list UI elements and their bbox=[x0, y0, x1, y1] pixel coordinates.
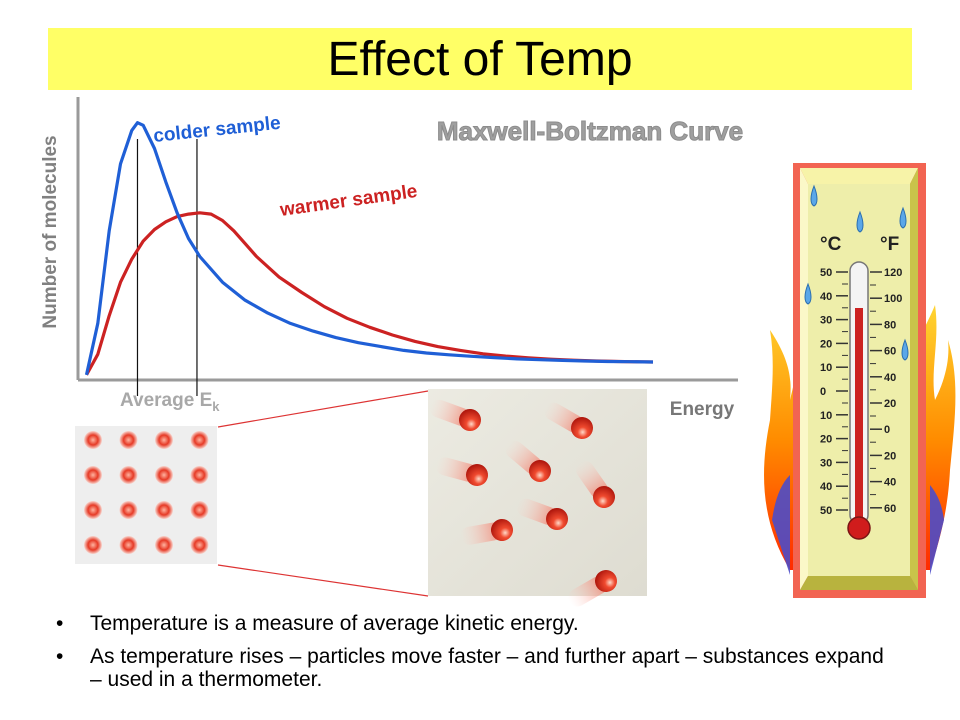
compact-particles bbox=[84, 431, 209, 554]
celsius-tick-label: 20 bbox=[820, 434, 832, 446]
compact-particle bbox=[190, 536, 209, 554]
compact-particle bbox=[119, 536, 138, 554]
moving-particle bbox=[544, 402, 593, 439]
bullet-text: Temperature is a measure of average kine… bbox=[90, 612, 579, 635]
moving-particle bbox=[436, 457, 488, 486]
average-ek-sub: k bbox=[212, 399, 220, 414]
fahrenheit-tick-label: 20 bbox=[884, 450, 896, 462]
fahrenheit-tick-label: 80 bbox=[884, 319, 896, 331]
spread-particles bbox=[429, 399, 617, 607]
y-axis-label: Number of molecules bbox=[40, 135, 61, 328]
moving-particle bbox=[429, 399, 481, 431]
celsius-tick-label: 10 bbox=[820, 362, 832, 374]
compact-particle bbox=[119, 501, 138, 519]
bullet-item: • Temperature is a measure of average kin… bbox=[56, 612, 896, 635]
particle-ball bbox=[459, 409, 481, 431]
celsius-tick-label: 50 bbox=[820, 505, 832, 517]
chart-axes bbox=[76, 97, 738, 382]
particle-ball bbox=[466, 464, 488, 486]
celsius-unit: °C bbox=[820, 234, 842, 255]
chart-title-shadow: Maxwell-Boltzman Curve bbox=[437, 116, 743, 146]
compact-particle bbox=[84, 466, 102, 484]
chart-series bbox=[84, 121, 654, 376]
maxwell-boltzmann-chart: Maxwell-Boltzman Curve Maxwell-Boltzman … bbox=[40, 97, 744, 420]
average-ek-main: Average E bbox=[120, 390, 212, 411]
fahrenheit-tick-label: 100 bbox=[884, 293, 902, 305]
compact-particle bbox=[190, 501, 209, 519]
celsius-tick-label: 20 bbox=[820, 338, 832, 350]
compact-particle bbox=[155, 466, 173, 484]
fahrenheit-tick-label: 120 bbox=[884, 267, 902, 279]
compact-particle bbox=[190, 466, 209, 484]
moving-particle bbox=[460, 519, 513, 545]
average-ek-label: Average Ek bbox=[120, 390, 220, 414]
celsius-tick-label: 40 bbox=[820, 481, 832, 493]
series-label-colder: colder sample bbox=[152, 113, 281, 147]
moving-particle bbox=[505, 440, 551, 482]
bullet-dot: • bbox=[56, 645, 64, 668]
series-line-colder-sample bbox=[84, 121, 654, 376]
moving-particle bbox=[516, 498, 568, 530]
fahrenheit-tick-label: 60 bbox=[884, 346, 896, 358]
moving-particle bbox=[568, 570, 617, 607]
bullet-text: As temperature rises – particles move fa… bbox=[90, 645, 884, 691]
particle-ball bbox=[546, 508, 568, 530]
series-label-warmer: warmer sample bbox=[278, 181, 419, 221]
x-axis-label: Energy bbox=[670, 399, 735, 420]
celsius-tick-label: 30 bbox=[820, 315, 832, 327]
series-line-warmer-sample bbox=[85, 211, 654, 376]
fahrenheit-scale: 120 100 80 60 40 20 0 20 40 60 bbox=[870, 267, 902, 515]
zoom-guide-lines bbox=[217, 390, 429, 597]
particle-ball bbox=[571, 417, 593, 439]
particle-ball bbox=[529, 460, 551, 482]
compact-particle bbox=[119, 431, 138, 449]
particle-ball bbox=[593, 486, 615, 508]
celsius-tick-label: 0 bbox=[820, 386, 826, 398]
celsius-tick-label: 50 bbox=[820, 267, 832, 279]
chart-title: Maxwell-Boltzman Curve bbox=[437, 116, 743, 146]
compact-particle bbox=[84, 501, 102, 519]
fahrenheit-tick-label: 40 bbox=[884, 372, 896, 384]
celsius-tick-label: 10 bbox=[820, 410, 832, 422]
compact-particle bbox=[119, 466, 138, 484]
fahrenheit-unit: °F bbox=[880, 234, 899, 255]
compact-particle bbox=[155, 501, 173, 519]
thermometer-bulb bbox=[847, 516, 871, 540]
compact-particle bbox=[190, 431, 209, 449]
compact-particle bbox=[84, 536, 102, 554]
fahrenheit-tick-label: 20 bbox=[884, 398, 896, 410]
compact-particle bbox=[84, 431, 102, 449]
slide-title: Effect of Temp bbox=[327, 33, 633, 86]
compact-particle bbox=[155, 431, 173, 449]
thermometer-bevel bbox=[800, 168, 918, 184]
mercury-column bbox=[855, 308, 863, 522]
particle-ball bbox=[595, 570, 617, 592]
particle-ball bbox=[491, 519, 513, 541]
water-drop-icons bbox=[804, 184, 909, 361]
moving-particle bbox=[576, 460, 615, 508]
bullet-dot: • bbox=[56, 612, 64, 635]
average-energy-lines bbox=[136, 139, 198, 396]
fahrenheit-tick-label: 0 bbox=[884, 424, 890, 436]
fahrenheit-tick-label: 60 bbox=[884, 503, 896, 515]
bullet-list: • Temperature is a measure of average kin… bbox=[56, 612, 896, 701]
celsius-tick-label: 40 bbox=[820, 291, 832, 303]
bullet-item: • As temperature rises – particles move f… bbox=[56, 645, 896, 691]
compact-particle bbox=[155, 536, 173, 554]
fahrenheit-tick-label: 40 bbox=[884, 477, 896, 489]
celsius-scale: 50 40 30 20 10 0 10 20 30 40 50 bbox=[820, 267, 848, 517]
celsius-tick-label: 30 bbox=[820, 457, 832, 469]
title-banner: Effect of Temp bbox=[48, 28, 912, 90]
